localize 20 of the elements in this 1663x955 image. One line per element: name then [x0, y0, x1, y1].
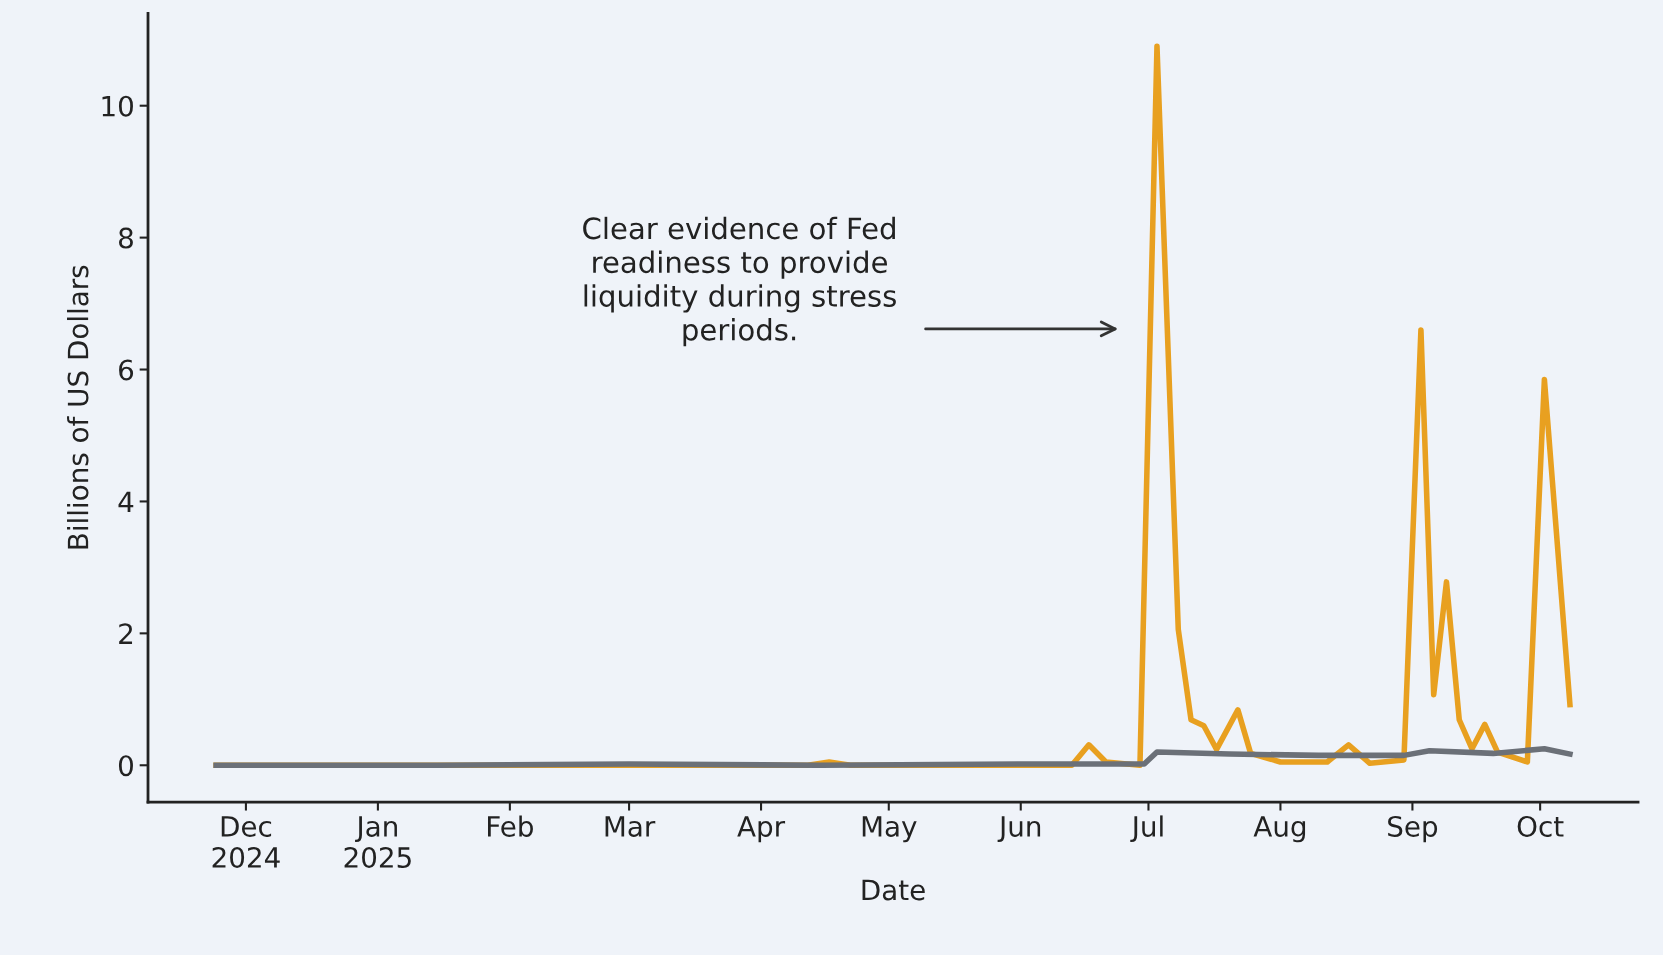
x-tick-label: Jan 2025 — [344, 816, 411, 868]
y-tick-label: 4 — [118, 491, 134, 512]
y-axis-title: Billions of US Dollars — [67, 265, 89, 549]
x-tick-label: Dec 2024 — [212, 816, 280, 868]
x-tick-label: Jul — [1130, 815, 1163, 843]
x-tick-label: Jun — [997, 816, 1041, 843]
x-tick-label: Feb — [488, 815, 533, 837]
annotation: Clear evidence of Fed readiness to provide liquidity during stress periods. — [583, 216, 896, 347]
x-tick-label: Mar — [605, 816, 656, 837]
x-tick-label: Sep — [1388, 815, 1438, 843]
x-tick-label: Oct — [1517, 815, 1564, 837]
y-tick-label: 6 — [119, 359, 134, 381]
x-tick-label: Aug — [1253, 816, 1306, 843]
y-tick-label: 10 — [102, 95, 133, 117]
y-tick-label: 0 — [118, 755, 133, 777]
x-axis-title: Date — [862, 879, 925, 901]
x-tick-label: Apr — [737, 816, 786, 843]
y-tick-label: 2 — [119, 623, 133, 644]
y-tick-label: 8 — [119, 227, 133, 249]
x-tick-label: May — [862, 816, 917, 843]
